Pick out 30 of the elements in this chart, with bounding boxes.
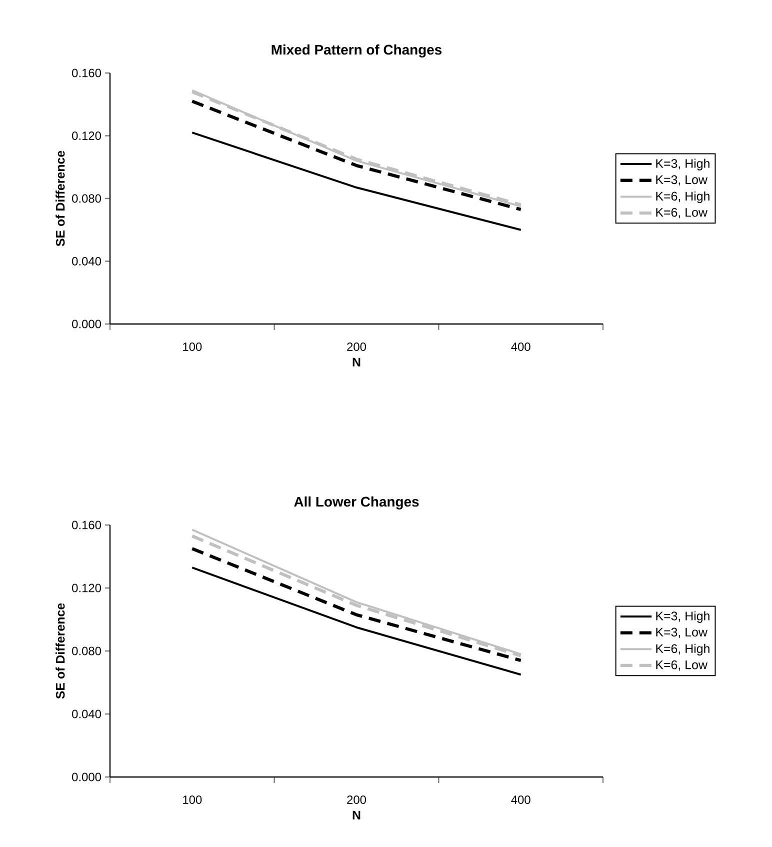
y-tick-label: 0.120 — [72, 584, 102, 592]
legend-label: K=3, High — [656, 611, 710, 623]
x-tick-label: 200 — [347, 796, 366, 804]
chart-title: Mixed Pattern of Changes — [272, 44, 442, 58]
y-tick-label: 0.040 — [72, 710, 102, 718]
legend-label: K=3, Low — [656, 628, 708, 638]
legend-label: K=6, Low — [656, 208, 708, 218]
legend-label: K=3, Low — [656, 175, 708, 186]
legend-label: K=6, High — [656, 644, 710, 656]
x-tick-label: 400 — [511, 342, 530, 351]
y-tick-label: 0.120 — [72, 132, 102, 140]
y-axis-title: SE of Difference — [56, 603, 65, 699]
legend-label: K=6, High — [656, 191, 710, 204]
x-tick-label: 100 — [183, 342, 202, 351]
y-axis-title: SE of Difference — [56, 150, 65, 246]
x-tick-label: 200 — [347, 342, 366, 351]
x-axis-title: N — [352, 810, 360, 820]
x-tick-label: 100 — [183, 796, 202, 804]
y-tick-label: 0.000 — [72, 772, 102, 782]
legend-label: K=3, High — [656, 158, 710, 170]
x-axis-title: N — [352, 358, 360, 366]
y-tick-label: 0.080 — [72, 194, 102, 203]
chart-title: All Lower Changes — [294, 496, 419, 510]
y-tick-label: 0.080 — [72, 646, 102, 656]
legend-label: K=6, Low — [656, 660, 708, 671]
y-tick-label: 0.160 — [72, 68, 102, 78]
y-tick-label: 0.000 — [72, 320, 102, 328]
y-tick-label: 0.040 — [72, 257, 102, 266]
y-tick-label: 0.160 — [72, 520, 102, 530]
x-tick-label: 400 — [511, 796, 530, 804]
